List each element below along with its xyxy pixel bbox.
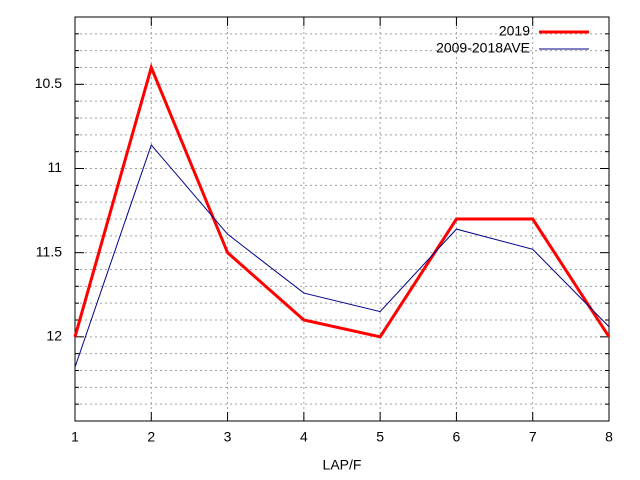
x-tick-label: 6 (453, 429, 461, 445)
x-tick-label: 1 (71, 429, 79, 445)
x-tick-label: 3 (224, 429, 232, 445)
series-line (74, 143, 610, 368)
y-tick-label: 10.5 (35, 75, 62, 91)
x-tick-label: 4 (300, 429, 308, 445)
legend-label: 2009-2018AVE (436, 40, 530, 56)
plot-frame (74, 16, 610, 422)
y-tick-label: 12 (46, 328, 62, 344)
x-tick-label: 7 (529, 429, 537, 445)
y-tick-label: 11.5 (36, 243, 62, 259)
x-tick-label: 2 (147, 429, 155, 445)
series-line (73, 62, 611, 339)
legend-label: 2019 (499, 23, 530, 39)
x-axis-label: LAP/F (323, 457, 362, 473)
y-tick-label: 11 (47, 159, 62, 175)
x-tick-label: 5 (376, 429, 384, 445)
x-tick-label: 8 (605, 429, 613, 445)
